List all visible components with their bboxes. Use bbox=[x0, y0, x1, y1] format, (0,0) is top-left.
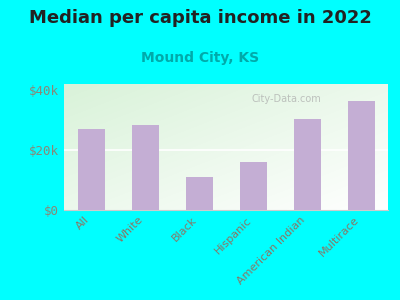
Bar bbox=[78, 129, 104, 210]
Text: City-Data.com: City-Data.com bbox=[252, 94, 322, 104]
Bar bbox=[294, 118, 320, 210]
Bar bbox=[132, 124, 158, 210]
Bar bbox=[186, 177, 212, 210]
Bar bbox=[348, 100, 374, 210]
Text: Median per capita income in 2022: Median per capita income in 2022 bbox=[28, 9, 372, 27]
Bar bbox=[240, 162, 266, 210]
Text: Mound City, KS: Mound City, KS bbox=[141, 51, 259, 65]
